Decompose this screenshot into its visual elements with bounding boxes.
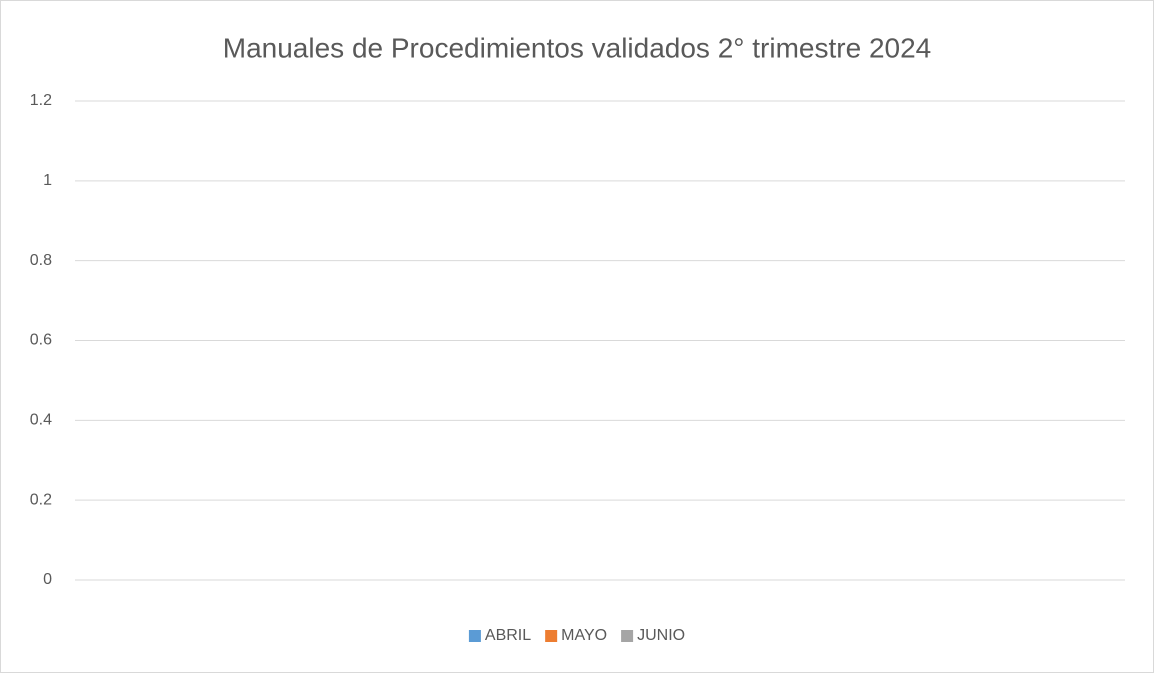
y-tick-label: 0.8 [30,252,52,269]
legend-swatch [545,630,558,642]
legend-swatch [468,630,481,642]
y-tick-label: 0.2 [30,491,52,508]
legend-label: ABRIL [485,627,531,644]
y-tick-label: 0.4 [30,412,52,429]
y-tick-label: 0.6 [30,332,52,349]
y-tick-label: 0 [43,571,52,588]
legend-swatch [621,630,634,642]
y-tick-label: 1 [43,172,52,189]
legend-label: MAYO [561,627,607,644]
legend-label: JUNIO [637,627,685,644]
y-tick-label: 1.2 [30,92,52,109]
chart-title: Manuales de Procedimientos validados 2° … [223,32,931,63]
